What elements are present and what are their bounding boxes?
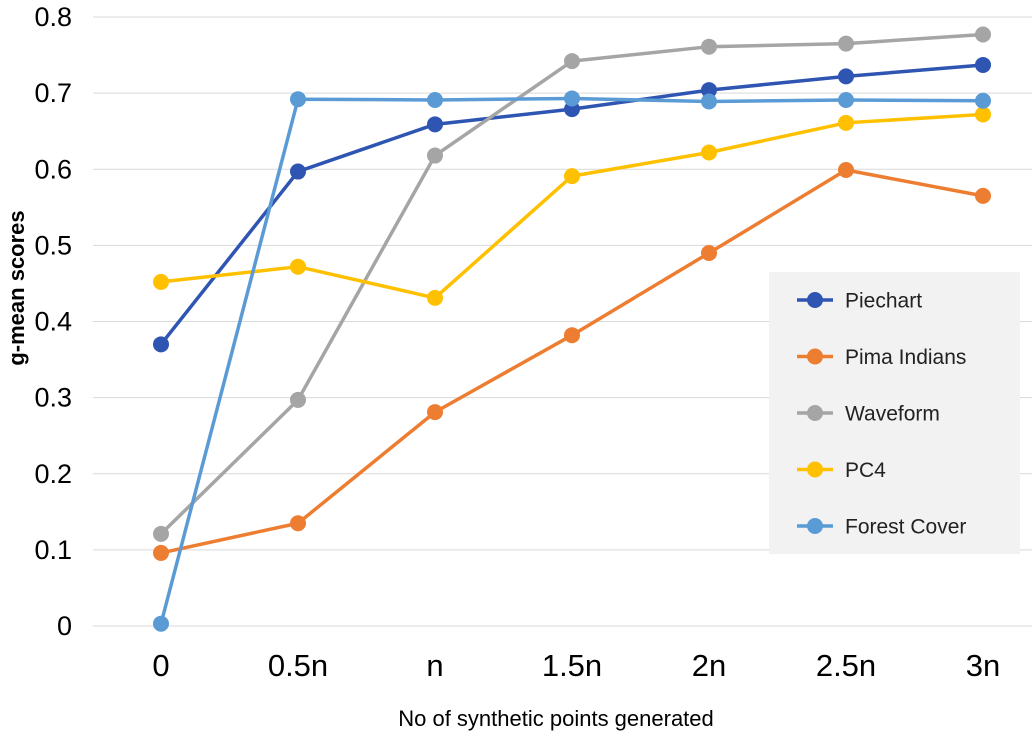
legend-item: Forest Cover [797,516,966,539]
data-point [975,106,991,123]
y-tick-label: 0.2 [34,459,72,489]
y-tick-label: 0.7 [34,78,72,108]
gridlines [93,16,1032,627]
data-point [701,93,717,110]
data-point [290,91,306,108]
legend-item: PC4 [797,459,886,482]
data-point [701,82,717,99]
legend-item: Waveform [797,403,940,426]
data-point [564,168,580,185]
data-point [153,544,169,561]
legend-swatch-marker [807,348,823,365]
data-point [153,525,169,542]
y-axis-label: g-mean scores [4,210,29,365]
data-point [838,91,854,108]
x-tick-label: 0.5n [268,648,328,683]
data-point [290,391,306,408]
series-lines [153,26,991,632]
x-tick-label: 3n [966,648,1000,683]
legend-item: Pima Indians [797,346,966,369]
legend-label: Pima Indians [845,346,966,369]
data-point [153,273,169,290]
x-tick-label: 0 [152,648,169,683]
x-tick-labels: 0 0.5n n 1.5n 2n 2.5n 3n [152,648,1000,683]
data-point [427,91,443,108]
data-point [153,336,169,353]
series-pima-indians [153,162,991,561]
series-piechart [153,56,991,353]
data-point [701,144,717,161]
data-point [427,116,443,133]
y-tick-label: 0.4 [34,307,72,337]
y-tick-label: 0.6 [34,154,72,184]
x-tick-label: 2.5n [816,648,876,683]
data-point [290,515,306,532]
x-tick-label: 2n [692,648,726,683]
data-point [838,35,854,52]
series-waveform [153,26,991,542]
data-point [701,244,717,261]
data-point [564,90,580,107]
data-point [975,26,991,43]
y-tick-label: 0.3 [34,383,72,413]
legend-swatch-marker [807,518,823,534]
y-tick-label: 0.5 [34,230,72,260]
data-point [838,114,854,131]
data-point [564,53,580,70]
y-tick-labels: 0 0.1 0.2 0.3 0.4 0.5 0.6 0.7 0.8 [34,2,72,641]
legend-item: Piechart [797,290,922,313]
legend-label: PC4 [845,459,886,482]
legend-swatch-marker [807,461,823,478]
data-point [427,147,443,164]
data-point [290,163,306,180]
data-point [975,187,991,204]
legend-label: Piechart [845,290,922,313]
legend-swatch-marker [807,292,823,308]
data-point [701,38,717,55]
legend: Piechart Pima Indians Waveform PC4 Forest Co… [769,272,1020,554]
series-line [160,112,984,300]
legend-label: Forest Cover [845,516,966,539]
y-tick-label: 0 [57,611,72,641]
data-point [838,68,854,85]
series-forest-cover [153,90,991,632]
legend-swatch-marker [807,405,823,421]
data-point [975,56,991,73]
legend-label: Waveform [845,403,940,426]
data-point [427,404,443,421]
x-axis-label: No of synthetic points generated [398,706,714,731]
data-point [975,92,991,109]
y-tick-label: 0.8 [34,2,72,32]
x-tick-label: 1.5n [542,648,602,683]
x-tick-label: n [426,648,443,683]
series-pc4 [153,106,991,306]
data-point [290,258,306,275]
data-point [564,327,580,344]
data-point [838,162,854,179]
data-point [153,615,169,632]
y-tick-label: 0.1 [34,535,72,565]
data-point [427,289,443,306]
